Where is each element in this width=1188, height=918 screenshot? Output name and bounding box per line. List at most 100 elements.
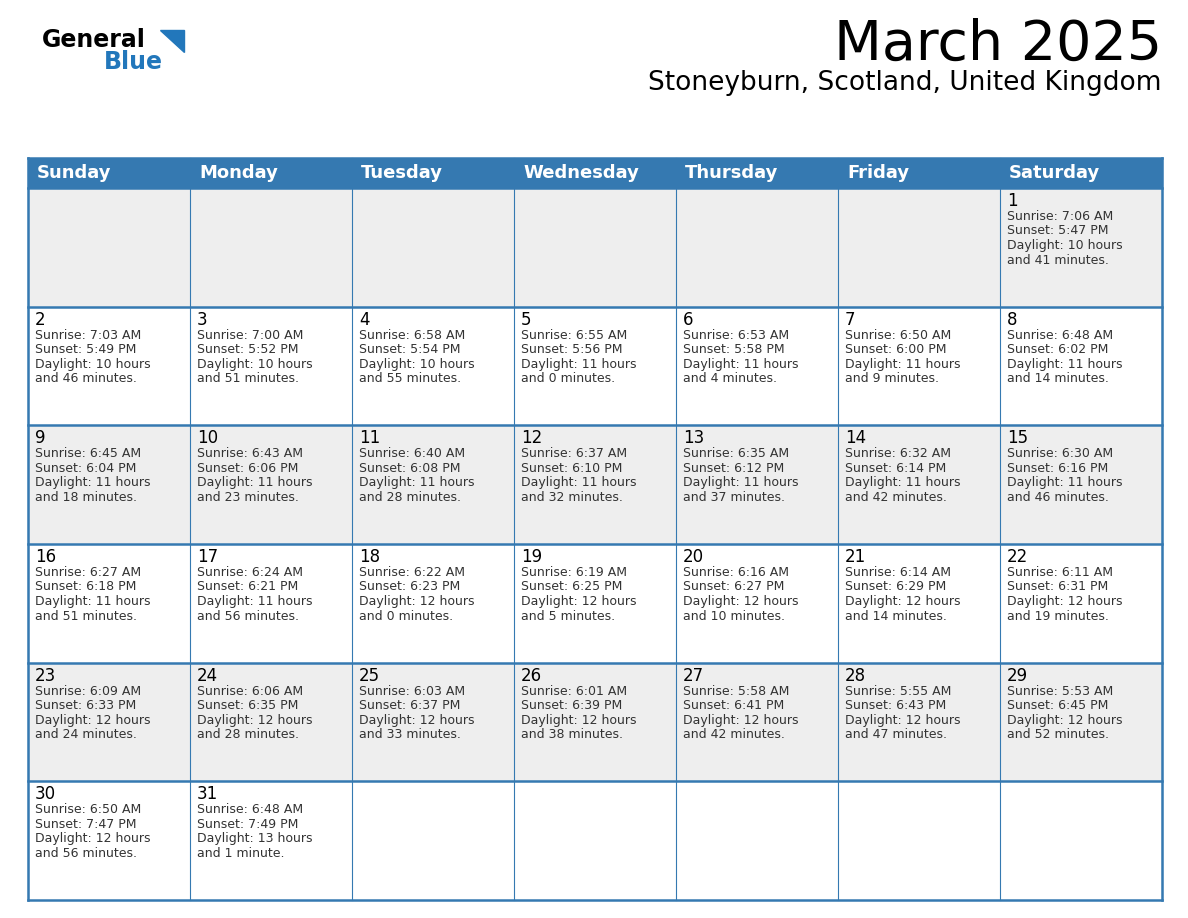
Text: 2: 2 [34,310,45,329]
Text: and 46 minutes.: and 46 minutes. [34,372,137,386]
Text: Sunrise: 6:32 AM: Sunrise: 6:32 AM [845,447,952,460]
Text: and 0 minutes.: and 0 minutes. [522,372,615,386]
Text: Sunset: 6:25 PM: Sunset: 6:25 PM [522,580,623,594]
Text: Sunrise: 6:48 AM: Sunrise: 6:48 AM [197,803,303,816]
Bar [1000,158,1162,188]
Text: and 10 minutes.: and 10 minutes. [683,610,785,622]
Text: and 14 minutes.: and 14 minutes. [845,610,947,622]
Bar [352,544,514,663]
Text: Sunrise: 6:48 AM: Sunrise: 6:48 AM [1007,329,1113,341]
Text: Daylight: 11 hours: Daylight: 11 hours [34,476,151,489]
Text: Daylight: 12 hours: Daylight: 12 hours [359,713,474,727]
Text: Sunset: 6:31 PM: Sunset: 6:31 PM [1007,580,1108,594]
Bar [838,307,1000,425]
Text: 9: 9 [34,430,45,447]
Text: and 55 minutes.: and 55 minutes. [359,372,461,386]
Text: Sunset: 5:56 PM: Sunset: 5:56 PM [522,343,623,356]
Text: and 41 minutes.: and 41 minutes. [1007,253,1108,266]
Text: Sunset: 6:12 PM: Sunset: 6:12 PM [683,462,784,475]
Text: Sunrise: 7:06 AM: Sunrise: 7:06 AM [1007,210,1113,223]
Text: Sunrise: 6:22 AM: Sunrise: 6:22 AM [359,566,465,579]
Text: 13: 13 [683,430,704,447]
Text: and 52 minutes.: and 52 minutes. [1007,728,1110,741]
Bar [676,307,838,425]
Bar [352,158,514,188]
Text: Wednesday: Wednesday [523,164,639,182]
Text: 1: 1 [1007,192,1018,210]
Bar [514,188,676,307]
Text: Daylight: 11 hours: Daylight: 11 hours [522,358,637,371]
Text: Sunset: 6:35 PM: Sunset: 6:35 PM [197,700,298,712]
Bar [29,307,190,425]
Text: Sunday: Sunday [37,164,112,182]
Text: Daylight: 12 hours: Daylight: 12 hours [845,595,961,608]
Bar [514,307,676,425]
Text: 27: 27 [683,666,704,685]
Bar [29,158,190,188]
Text: and 4 minutes.: and 4 minutes. [683,372,777,386]
Bar [352,663,514,781]
Text: Thursday: Thursday [685,164,778,182]
Bar [676,544,838,663]
Text: Sunrise: 6:09 AM: Sunrise: 6:09 AM [34,685,141,698]
Text: Daylight: 11 hours: Daylight: 11 hours [845,358,961,371]
Bar [838,425,1000,544]
Text: Sunrise: 7:03 AM: Sunrise: 7:03 AM [34,329,141,341]
Text: Daylight: 12 hours: Daylight: 12 hours [1007,595,1123,608]
Text: and 9 minutes.: and 9 minutes. [845,372,939,386]
Text: Daylight: 10 hours: Daylight: 10 hours [359,358,475,371]
Text: 22: 22 [1007,548,1029,566]
Text: and 51 minutes.: and 51 minutes. [197,372,299,386]
Text: Sunset: 6:04 PM: Sunset: 6:04 PM [34,462,137,475]
Text: Daylight: 11 hours: Daylight: 11 hours [197,595,312,608]
Text: Blue: Blue [105,50,163,74]
Text: March 2025: March 2025 [834,18,1162,72]
Text: Sunset: 6:21 PM: Sunset: 6:21 PM [197,580,298,594]
Bar [352,188,514,307]
Text: 21: 21 [845,548,866,566]
Bar [514,544,676,663]
Text: Sunset: 6:39 PM: Sunset: 6:39 PM [522,700,623,712]
Text: 23: 23 [34,666,56,685]
Text: Saturday: Saturday [1009,164,1100,182]
Text: Sunrise: 6:50 AM: Sunrise: 6:50 AM [34,803,141,816]
Bar [514,663,676,781]
Text: Sunrise: 6:37 AM: Sunrise: 6:37 AM [522,447,627,460]
Text: 14: 14 [845,430,866,447]
Text: Daylight: 11 hours: Daylight: 11 hours [1007,358,1123,371]
Text: and 56 minutes.: and 56 minutes. [34,846,137,860]
Text: Daylight: 11 hours: Daylight: 11 hours [683,358,798,371]
Text: Daylight: 12 hours: Daylight: 12 hours [683,595,798,608]
Bar [676,158,838,188]
Text: and 28 minutes.: and 28 minutes. [197,728,299,741]
Bar [1000,663,1162,781]
Text: Daylight: 10 hours: Daylight: 10 hours [1007,239,1123,252]
Text: 16: 16 [34,548,56,566]
Bar [29,425,190,544]
Bar [514,425,676,544]
Bar [29,663,190,781]
Text: Daylight: 11 hours: Daylight: 11 hours [34,595,151,608]
Text: Daylight: 12 hours: Daylight: 12 hours [34,833,151,845]
Bar [514,158,676,188]
Text: and 42 minutes.: and 42 minutes. [683,728,785,741]
Bar [838,188,1000,307]
Text: Daylight: 10 hours: Daylight: 10 hours [197,358,312,371]
Text: Daylight: 12 hours: Daylight: 12 hours [34,713,151,727]
Text: and 32 minutes.: and 32 minutes. [522,491,623,504]
Text: 6: 6 [683,310,694,329]
Text: Sunrise: 6:40 AM: Sunrise: 6:40 AM [359,447,466,460]
Text: and 42 minutes.: and 42 minutes. [845,491,947,504]
Text: and 0 minutes.: and 0 minutes. [359,610,453,622]
Text: Sunset: 5:58 PM: Sunset: 5:58 PM [683,343,784,356]
Text: Daylight: 11 hours: Daylight: 11 hours [359,476,474,489]
Text: 26: 26 [522,666,542,685]
Text: Sunset: 6:10 PM: Sunset: 6:10 PM [522,462,623,475]
Text: Sunrise: 5:53 AM: Sunrise: 5:53 AM [1007,685,1113,698]
Text: and 18 minutes.: and 18 minutes. [34,491,137,504]
Bar [1000,307,1162,425]
Bar [676,781,838,900]
Bar [352,781,514,900]
Text: Sunset: 6:43 PM: Sunset: 6:43 PM [845,700,947,712]
Text: and 47 minutes.: and 47 minutes. [845,728,947,741]
